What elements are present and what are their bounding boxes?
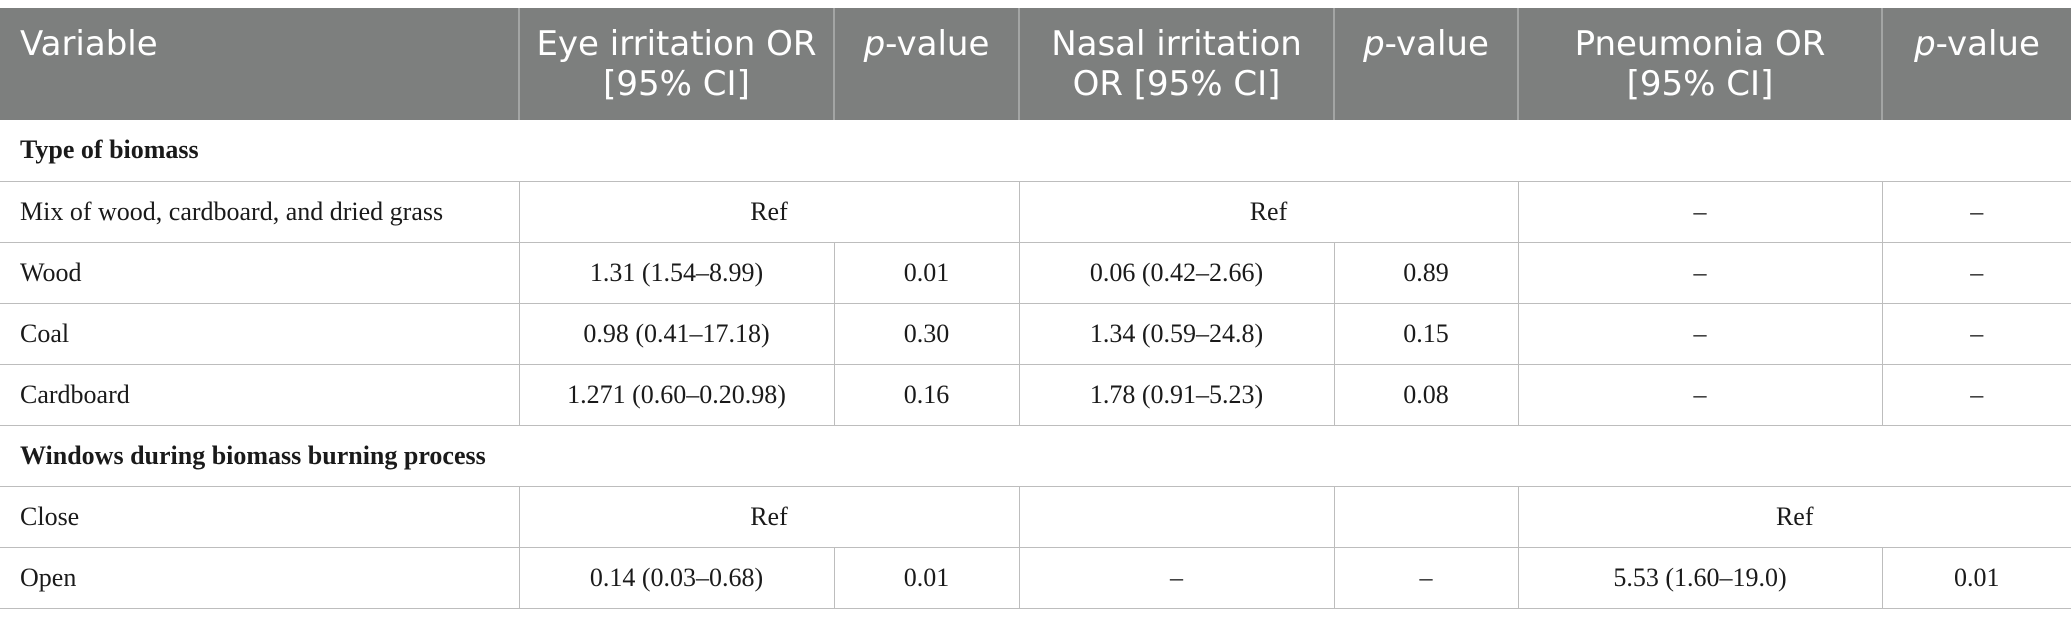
variable-cell: Wood <box>0 242 519 304</box>
table-row: Close Ref Ref <box>0 486 2071 548</box>
pneumonia-p-cell: 0.01 <box>1881 547 2071 609</box>
variable-cell: Mix of wood, cardboard, and dried grass <box>0 181 519 243</box>
variable-cell: Coal <box>0 303 519 365</box>
pneumonia-p-cell: – <box>1881 242 2071 304</box>
variable-cell: Open <box>0 547 519 609</box>
section-row: Type of biomass <box>0 120 2071 182</box>
nasal-p-cell <box>1333 486 1518 548</box>
section-title-windows: Windows during biomass burning process <box>0 425 2071 487</box>
nasal-p-cell: 0.08 <box>1333 364 1518 426</box>
nasal-or-cell: – <box>1018 547 1334 609</box>
eye-or-cell: Ref <box>518 486 1019 548</box>
table-row: Cardboard 1.271 (0.60–0.20.98) 0.16 1.78… <box>0 364 2071 426</box>
nasal-or-cell <box>1018 486 1334 548</box>
nasal-p-cell: – <box>1333 547 1518 609</box>
eye-p-cell: 0.30 <box>833 303 1019 365</box>
pneumonia-or-cell: – <box>1517 242 1882 304</box>
p-italic: p <box>1363 24 1385 64</box>
nasal-p-cell: 0.15 <box>1333 303 1518 365</box>
nasal-or-cell: 1.78 (0.91–5.23) <box>1018 364 1334 426</box>
p-italic: p <box>1914 24 1936 64</box>
p-italic: p <box>863 24 886 64</box>
eye-or-cell: Ref <box>518 181 1019 243</box>
eye-p-cell: 0.01 <box>833 547 1019 609</box>
p-suffix: -value <box>885 24 990 64</box>
p-suffix: -value <box>1935 24 2040 64</box>
pneumonia-p-cell: – <box>1881 303 2071 365</box>
nasal-or-cell: Ref <box>1018 181 1518 243</box>
p-suffix: -value <box>1384 24 1489 64</box>
variable-cell: Cardboard <box>0 364 519 426</box>
nasal-or-cell: 1.34 (0.59–24.8) <box>1018 303 1334 365</box>
section-title-biomass: Type of biomass <box>0 120 2071 182</box>
table-row: Wood 1.31 (1.54–8.99) 0.01 0.06 (0.42–2.… <box>0 242 2071 304</box>
eye-p-cell: 0.16 <box>833 364 1019 426</box>
header-eye-irritation: Eye irritation OR [95% CI] <box>518 8 834 120</box>
eye-or-cell: 1.271 (0.60–0.20.98) <box>518 364 834 426</box>
header-nasal-p-value: p-value <box>1333 8 1518 120</box>
results-table-container: Variable Eye irritation OR [95% CI] p-va… <box>0 8 2071 609</box>
pneumonia-or-cell: – <box>1517 303 1882 365</box>
nasal-p-cell: 0.89 <box>1333 242 1518 304</box>
eye-or-cell: 1.31 (1.54–8.99) <box>518 242 834 304</box>
table-row: Open 0.14 (0.03–0.68) 0.01 – – 5.53 (1.6… <box>0 547 2071 609</box>
eye-or-cell: 0.14 (0.03–0.68) <box>518 547 834 609</box>
pneumonia-or-cell: 5.53 (1.60–19.0) <box>1517 547 1882 609</box>
pneumonia-p-cell: – <box>1881 364 2071 426</box>
pneumonia-or-cell: – <box>1517 364 1882 426</box>
table-row: Coal 0.98 (0.41–17.18) 0.30 1.34 (0.59–2… <box>0 303 2071 365</box>
pneumonia-or-cell: – <box>1517 181 1882 243</box>
table-header: Variable Eye irritation OR [95% CI] p-va… <box>0 8 2071 120</box>
variable-cell: Close <box>0 486 519 548</box>
header-row: Variable Eye irritation OR [95% CI] p-va… <box>0 8 2071 120</box>
header-pneumonia-p-value: p-value <box>1881 8 2071 120</box>
table-row: Mix of wood, cardboard, and dried grass … <box>0 181 2071 243</box>
eye-p-cell: 0.01 <box>833 242 1019 304</box>
section-row: Windows during biomass burning process <box>0 425 2071 487</box>
odds-ratio-table: Variable Eye irritation OR [95% CI] p-va… <box>0 8 2071 609</box>
pneumonia-p-cell: – <box>1881 181 2071 243</box>
nasal-or-cell: 0.06 (0.42–2.66) <box>1018 242 1334 304</box>
table-body: Type of biomass Mix of wood, cardboard, … <box>0 120 2071 609</box>
header-nasal-irritation: Nasal irritation OR [95% CI] <box>1018 8 1334 120</box>
header-pneumonia: Pneumonia OR [95% CI] <box>1517 8 1882 120</box>
header-variable: Variable <box>0 8 519 120</box>
header-eye-p-value: p-value <box>833 8 1019 120</box>
pneumonia-or-cell: Ref <box>1517 486 2071 548</box>
eye-or-cell: 0.98 (0.41–17.18) <box>518 303 834 365</box>
